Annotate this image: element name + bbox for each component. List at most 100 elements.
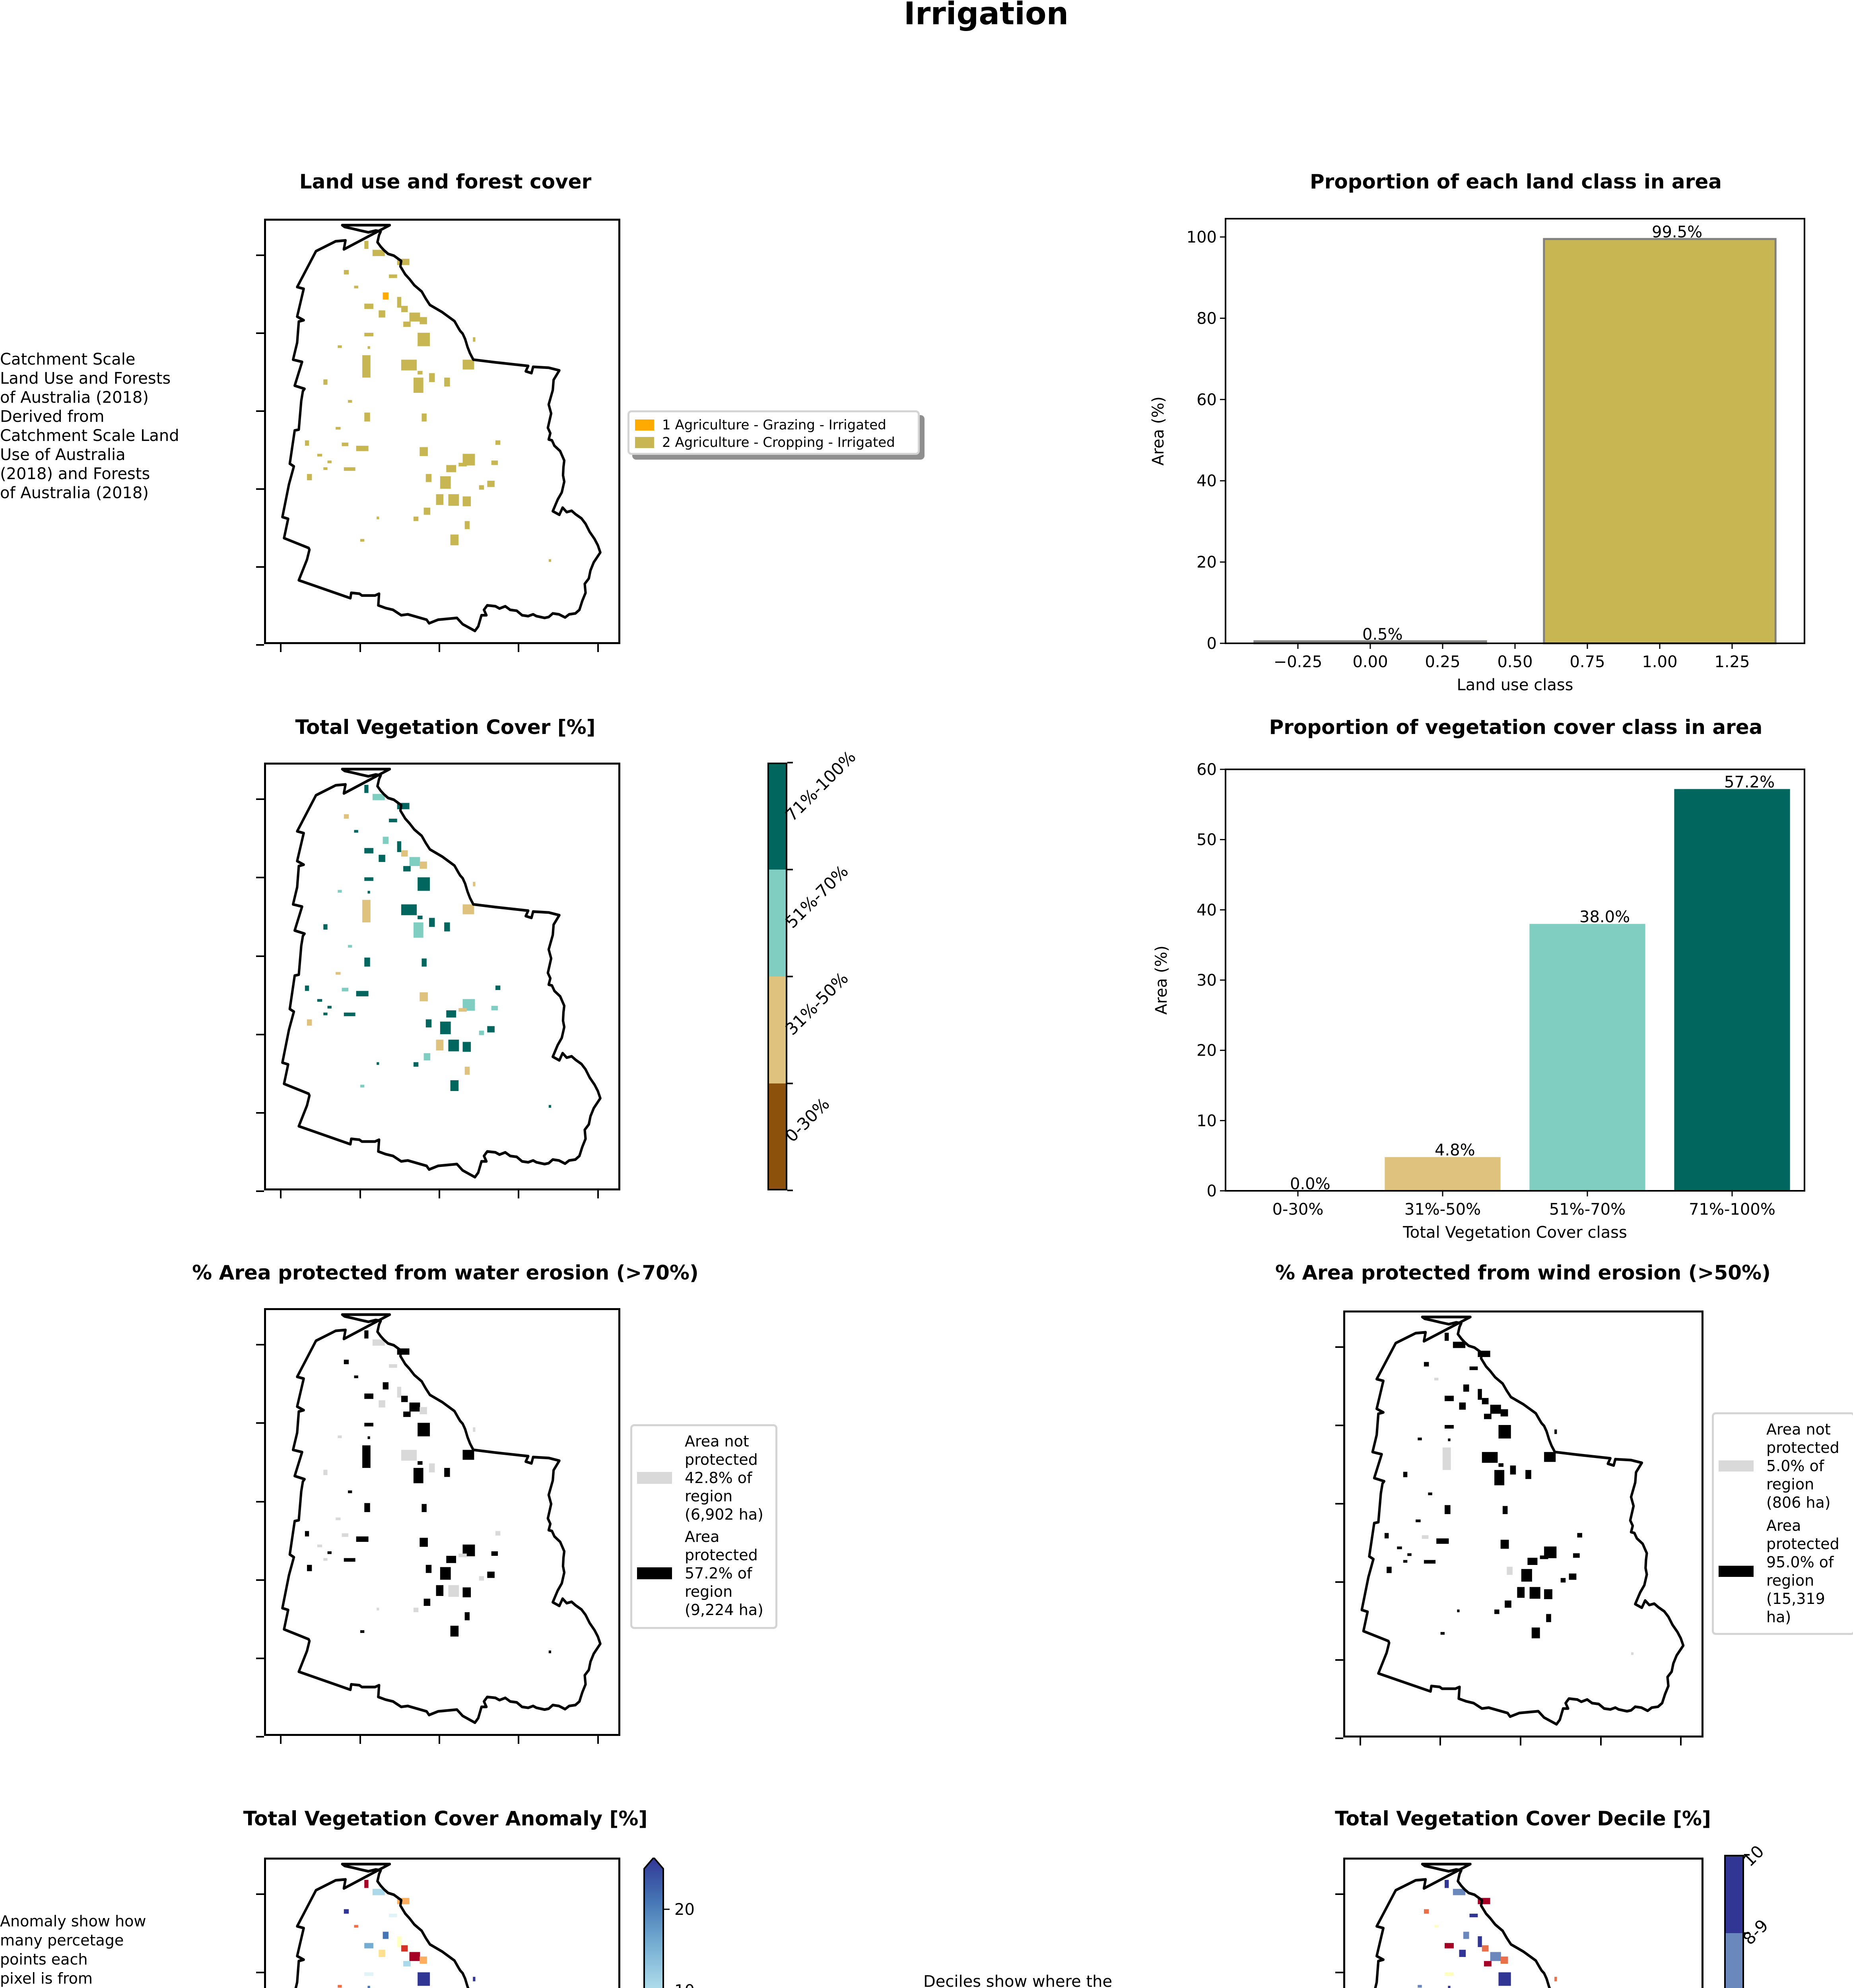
map-patch (354, 1375, 358, 1378)
map-patch (389, 819, 397, 823)
map-patches (305, 241, 552, 562)
map-svg (281, 223, 602, 633)
x-tick-label: 0.25 (1425, 653, 1460, 671)
y-tick-label: 50 (1196, 831, 1217, 849)
legend-item-cropping: 2 Agriculture - Cropping - Irrigated (635, 434, 912, 451)
map-patch (436, 494, 444, 505)
map-patch (383, 292, 389, 300)
anomaly-title: Total Vegetation Cover Anomaly [%] (243, 1807, 648, 1830)
colorbar-segment (1724, 1933, 1744, 1988)
x-tick-label: 1.00 (1642, 653, 1677, 671)
map-patch (1457, 1609, 1460, 1612)
map-patch (473, 1427, 476, 1432)
map-patch (1478, 1389, 1482, 1400)
map-patch (423, 1053, 431, 1060)
map-patch (338, 1435, 342, 1439)
map-patch (491, 1006, 498, 1011)
page-title: Irrigation (903, 0, 1069, 32)
map-patch (420, 447, 428, 456)
map-patch (462, 1042, 471, 1052)
map-patch (364, 785, 369, 793)
y-tick (1335, 1503, 1343, 1505)
map-patch (1403, 1472, 1408, 1477)
map-patch (360, 1085, 365, 1087)
map-patch (1436, 1538, 1449, 1544)
map-patch (305, 1531, 309, 1537)
map-patch (403, 866, 411, 872)
map-patch (338, 1985, 342, 1988)
map-patch (495, 440, 501, 445)
bar (1529, 924, 1645, 1191)
map-patch (420, 1956, 427, 1964)
map-patch (1484, 1961, 1492, 1967)
map-patch (364, 241, 369, 249)
map-patch (1445, 1425, 1454, 1429)
map-patch (338, 345, 342, 348)
map-patch (356, 446, 369, 451)
bar (1385, 1157, 1501, 1191)
map-patch (323, 1012, 328, 1015)
map-patch (401, 306, 408, 313)
land-use-description: Catchment Scale Land Use and Forests of … (0, 350, 179, 502)
y-tick (256, 1422, 264, 1424)
region-boundary (1374, 1862, 1551, 1988)
water-erosion-legend: Area not protected 42.8% of region (6,90… (630, 1424, 777, 1629)
map-patch (364, 1943, 373, 1949)
y-tick (256, 1972, 264, 1974)
map-patch (317, 454, 322, 457)
map-patch (1453, 1889, 1466, 1895)
land-use-legend: 1 Agriculture - Grazing - Irrigated 2 Ag… (627, 410, 920, 455)
x-tick (280, 1736, 282, 1744)
legend-label: Area not protected 42.8% of region (6,90… (685, 1433, 763, 1523)
map-patch (317, 1544, 322, 1547)
y-tick (256, 1112, 264, 1114)
map-patch (1434, 1378, 1439, 1380)
x-tick-label: 0.00 (1352, 653, 1388, 671)
map-patch (1490, 1405, 1501, 1414)
map-patch (401, 850, 408, 857)
map-patch (418, 371, 423, 375)
x-tick-label: 51%-70% (1549, 1200, 1626, 1219)
map-patch (448, 1039, 459, 1052)
x-tick (1359, 1738, 1361, 1745)
y-tick (256, 1893, 264, 1895)
y-tick-label: 40 (1196, 472, 1217, 490)
map-patch (367, 346, 370, 349)
colorbar-segment (767, 1083, 787, 1190)
map-patch (1510, 1465, 1516, 1475)
land-use-map (256, 219, 620, 652)
map-patch (342, 988, 349, 992)
map-patch (1498, 1425, 1511, 1439)
map-patch (364, 1972, 373, 1976)
map-patch (1500, 1540, 1509, 1549)
colorbar-segment (767, 977, 787, 1083)
map-patch (364, 332, 373, 336)
map-patch (413, 377, 423, 393)
map-patch (336, 427, 341, 430)
y-axis-label: Area (%) (1149, 396, 1167, 466)
x-tick (359, 1190, 361, 1198)
y-tick (1335, 1346, 1343, 1348)
colorbar-label: 31%-50% (781, 968, 852, 1039)
map-patch (1554, 1429, 1557, 1434)
map-patch (1544, 1452, 1556, 1462)
map-patch (377, 516, 379, 520)
map-patch (1482, 1398, 1489, 1404)
map-patch (1560, 1578, 1566, 1583)
map-patch (409, 313, 420, 322)
map-patch (1422, 1535, 1429, 1539)
legend-item-protected: Area protected 57.2% of region (9,224 ha… (632, 1526, 775, 1621)
map-patch (450, 1625, 459, 1637)
map-patch (401, 359, 417, 371)
map-patch (1403, 1560, 1408, 1563)
map-patch (356, 1536, 369, 1542)
y-tick (1335, 1659, 1343, 1661)
x-tick (518, 1736, 520, 1744)
map-patch (420, 317, 427, 324)
map-patch (1569, 1573, 1577, 1580)
y-tick-label: 20 (1196, 553, 1217, 572)
map-patch (401, 1945, 408, 1952)
y-tick-label: 0 (1207, 635, 1217, 653)
map-patch (491, 1551, 498, 1556)
wind-erosion-title: % Area protected from wind erosion (>50%… (1275, 1261, 1771, 1284)
